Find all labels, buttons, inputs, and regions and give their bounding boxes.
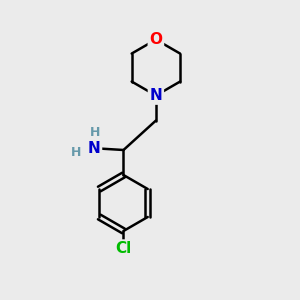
Text: H: H	[90, 126, 101, 139]
Text: N: N	[88, 141, 100, 156]
Text: H: H	[71, 146, 82, 159]
Text: N: N	[149, 88, 162, 103]
Text: Cl: Cl	[116, 241, 132, 256]
Text: O: O	[149, 32, 162, 47]
